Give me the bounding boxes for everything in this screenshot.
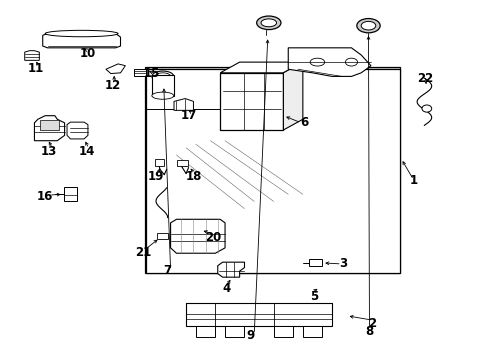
Text: 7: 7	[163, 264, 171, 277]
Text: 17: 17	[181, 109, 197, 122]
Polygon shape	[146, 69, 399, 273]
Polygon shape	[25, 51, 39, 60]
Polygon shape	[217, 262, 244, 277]
Polygon shape	[287, 48, 370, 76]
Bar	[273, 326, 292, 337]
Ellipse shape	[421, 105, 431, 112]
Text: 4: 4	[223, 282, 231, 295]
Text: 13: 13	[41, 145, 57, 158]
Polygon shape	[170, 219, 224, 253]
Polygon shape	[42, 33, 120, 48]
Text: 16: 16	[37, 190, 53, 203]
Text: 3: 3	[339, 257, 347, 270]
Text: 18: 18	[185, 170, 201, 183]
Text: 14: 14	[78, 145, 95, 158]
Ellipse shape	[361, 21, 375, 30]
Polygon shape	[34, 116, 64, 141]
Ellipse shape	[261, 19, 276, 27]
Ellipse shape	[155, 73, 170, 80]
Bar	[308, 258, 322, 266]
Ellipse shape	[45, 30, 118, 37]
Text: 10: 10	[80, 47, 96, 60]
Ellipse shape	[152, 71, 173, 82]
Polygon shape	[40, 120, 59, 130]
Ellipse shape	[356, 18, 379, 33]
Bar	[186, 303, 331, 327]
Text: 22: 22	[416, 72, 433, 85]
Text: 15: 15	[143, 67, 160, 80]
Polygon shape	[283, 62, 302, 130]
Bar	[154, 159, 164, 166]
Bar	[220, 73, 283, 130]
Text: 19: 19	[147, 170, 164, 183]
Bar	[196, 326, 215, 337]
Polygon shape	[220, 62, 302, 73]
Text: 12: 12	[105, 79, 121, 92]
Text: 6: 6	[300, 116, 308, 129]
Ellipse shape	[256, 16, 281, 30]
Polygon shape	[106, 64, 125, 73]
Text: 5: 5	[310, 289, 318, 303]
Bar	[157, 233, 167, 239]
Ellipse shape	[309, 58, 324, 66]
Bar	[144, 67, 399, 273]
Polygon shape	[174, 99, 193, 111]
Bar	[177, 160, 188, 166]
Bar	[152, 75, 174, 96]
Text: 1: 1	[409, 174, 417, 186]
Bar	[224, 326, 244, 337]
Ellipse shape	[345, 58, 357, 66]
Text: 20: 20	[204, 231, 221, 244]
Text: 9: 9	[245, 329, 254, 342]
Text: 8: 8	[365, 325, 373, 338]
Polygon shape	[67, 122, 88, 139]
Ellipse shape	[152, 92, 173, 99]
Bar	[302, 326, 322, 337]
Text: 21: 21	[135, 246, 151, 258]
Text: 2: 2	[367, 317, 375, 330]
Text: 11: 11	[27, 62, 43, 75]
Bar	[63, 187, 77, 202]
Polygon shape	[133, 68, 146, 76]
